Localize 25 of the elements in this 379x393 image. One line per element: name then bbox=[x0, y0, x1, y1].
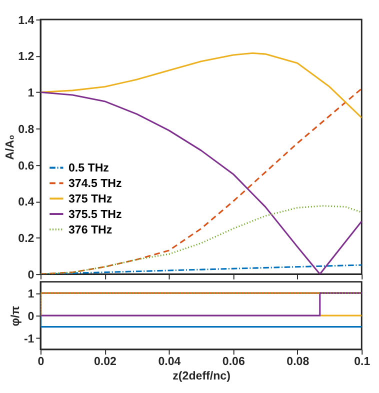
x-tick-label: 0 bbox=[38, 356, 44, 368]
y-tick-label: 1.4 bbox=[18, 14, 35, 27]
x-tick-label: 0.02 bbox=[94, 356, 116, 368]
legend-label: 374.5 THz bbox=[68, 178, 122, 190]
y-axis-title: φ/π bbox=[10, 306, 22, 326]
y-tick-label: 0.4 bbox=[18, 196, 35, 209]
y-tick-label: -1 bbox=[24, 333, 35, 346]
x-tick-label: 0.06 bbox=[222, 356, 246, 368]
legend-label: 375.5 THz bbox=[68, 208, 122, 221]
y-tick-label: 1.2 bbox=[18, 51, 34, 64]
y-tick-label: 0 bbox=[28, 269, 34, 282]
x-tick-label: 0.1 bbox=[354, 356, 371, 368]
legend-label: 0.5 THz bbox=[68, 162, 110, 175]
y-tick-label: 0.6 bbox=[18, 160, 35, 172]
x-axis-title: z(2deff/nc) bbox=[172, 370, 231, 383]
y-tick-label: 1 bbox=[28, 88, 35, 100]
y-tick-label: 0.2 bbox=[18, 233, 34, 246]
y-axis-title: A/A₀ bbox=[4, 134, 16, 160]
y-tick-label: 1 bbox=[28, 288, 35, 300]
y-tick-label: 0.8 bbox=[18, 124, 35, 136]
x-tick-label: 0.04 bbox=[158, 356, 182, 368]
legend-label: 375 THz bbox=[68, 193, 112, 206]
y-tick-label: 0 bbox=[28, 310, 34, 323]
legend-label: 376 THz bbox=[68, 224, 112, 236]
x-tick-label: 0.08 bbox=[286, 356, 310, 368]
